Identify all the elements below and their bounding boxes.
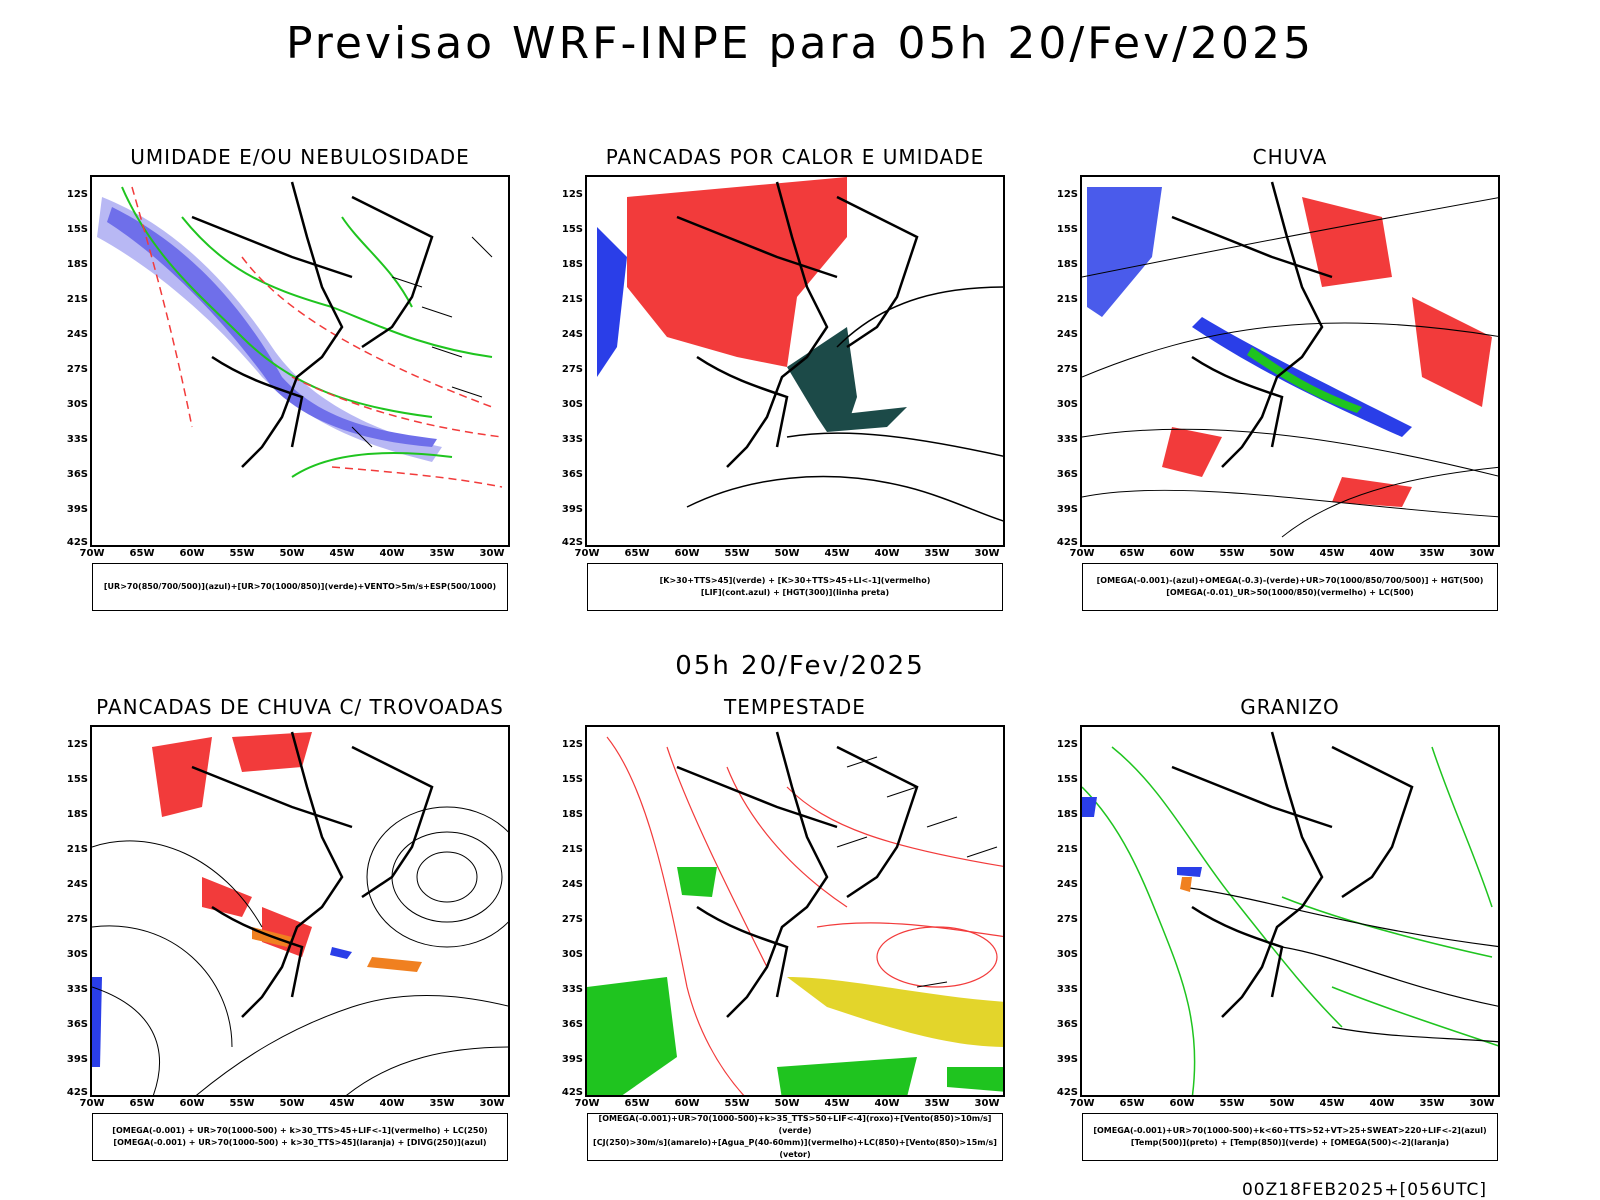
map-svg <box>97 181 503 488</box>
country-borders <box>676 181 919 468</box>
panel-granizo: GRANIZO <box>1057 695 1500 1161</box>
lat-axis: 12S 15S 18S 21S 24S 27S 30S 33S 36S 39S 42S <box>1056 189 1078 548</box>
legend-box: [K>30+TTS>45](verde) + [K>30+TTS>45+LI<-… <box>587 563 1003 611</box>
country-borders <box>191 181 434 468</box>
lon-axis: 70W 65W 60W 55W 50W 45W 40W 35W 30W <box>79 548 505 559</box>
country-borders <box>1171 731 1414 1018</box>
legend-box: [OMEGA(-0.001)-(azul)+OMEGA(-0.3)-(verde… <box>1082 563 1498 611</box>
panel-chuva: CHUVA <box>1057 145 1500 611</box>
red-rain-areas <box>1162 197 1492 507</box>
panel-title: PANCADAS POR CALOR E UMIDADE <box>605 145 985 169</box>
country-borders <box>1171 181 1333 468</box>
green-contours <box>121 186 493 478</box>
country-borders <box>191 731 434 1018</box>
legend-line: [K>30+TTS>45](verde) + [K>30+TTS>45+LI<-… <box>659 576 931 585</box>
legend-line: [OMEGA(-0.01)_UR>50(1000/850)(vermelho) … <box>1166 588 1414 597</box>
map-area[interactable] <box>90 725 510 1097</box>
legend-box: [OMEGA(-0.001) + UR>70(1000-500) + k>30_… <box>92 1113 508 1161</box>
run-info: 00Z18FEB2025+[056UTC] <box>1241 1180 1487 1200</box>
lat-axis: 12S 15S 18S 21S 24S 27S 30S 33S 36S 39S 42S <box>561 189 583 548</box>
streamlines <box>92 806 508 1095</box>
panel-title: PANCADAS DE CHUVA C/ TROVOADAS <box>96 695 504 719</box>
map-area[interactable] <box>585 175 1005 547</box>
legend-box: [UR>70(850/700/500)](azul)+[UR>70(1000/8… <box>92 563 508 611</box>
legend-line: [LIF](cont.azul) + [HGT(300)](linha pret… <box>700 588 890 597</box>
red-dashed-contours <box>131 186 503 488</box>
lat-axis: 12S 15S 18S 21S 24S 27S 30S 33S 36S 39S 42S <box>66 739 88 1098</box>
panel-title: UMIDADE E/OU NEBULOSIDADE <box>130 145 470 169</box>
blue-divergence <box>92 947 352 1067</box>
legend-line: [OMEGA(-0.001)-(azul)+OMEGA(-0.3)-(verde… <box>1096 576 1484 585</box>
panel-tempestade: TEMPESTADE <box>562 695 1005 1161</box>
lon-axis: 70W 65W 60W 55W 50W 45W 40W 35W 30W <box>1069 1098 1495 1109</box>
map-svg <box>587 731 1003 1095</box>
map-svg <box>1082 181 1498 538</box>
legend-line: [UR>70(850/700/500)](azul)+[UR>70(1000/8… <box>103 582 497 591</box>
legend-box: [OMEGA(-0.001)+UR>70(1000-500)+k<60+TTS>… <box>1082 1113 1498 1161</box>
panel-title: TEMPESTADE <box>724 695 866 719</box>
red-storm-areas <box>152 732 312 957</box>
humidity-shade-dense <box>107 207 437 447</box>
blue-omega-band <box>1192 317 1412 437</box>
blue-omega-nw <box>1087 187 1162 317</box>
map-svg <box>597 177 1003 522</box>
green-instability-area <box>787 327 857 427</box>
subtitle-date: 05h 20/Fev/2025 <box>675 651 925 681</box>
panel-pancadas-trovoadas: PANCADAS DE CHUVA C/ TROVOADAS <box>67 695 510 1161</box>
red-contours <box>606 736 1003 1095</box>
blue-lif-area <box>597 227 627 377</box>
blue-hail-areas <box>1082 797 1202 877</box>
black-temp-contours <box>1181 886 1498 1043</box>
panel-umidade: UMIDADE E/OU NEBULOSIDADE <box>67 145 510 611</box>
orange-omega-area <box>1180 877 1192 892</box>
wind-vectors <box>351 236 493 448</box>
legend-line: [OMEGA(-0.001)+UR>70(1000-500)+k<60+TTS>… <box>1093 1126 1487 1135</box>
lat-axis: 12S 15S 18S 21S 24S 27S 30S 33S 36S 39S 42S <box>66 189 88 548</box>
lon-axis: 70W 65W 60W 55W 50W 45W 40W 35W 30W <box>574 1098 1000 1109</box>
legend-line: [OMEGA(-0.001)+UR>70(1000-500)+k>35_TTS>… <box>598 1114 992 1135</box>
main-title: Previsao WRF-INPE para 05h 20/Fev/2025 <box>286 18 1314 69</box>
green-omega-band <box>1247 347 1362 413</box>
map-area[interactable] <box>585 725 1005 1097</box>
streamlines <box>1082 197 1498 538</box>
legend-line: [CJ(250)>30m/s](amarelo)+[Agua_P(40-60mm… <box>593 1138 997 1159</box>
lon-axis: 70W 65W 60W 55W 50W 45W 40W 35W 30W <box>574 548 1000 559</box>
legend-box: [OMEGA(-0.001)+UR>70(1000-500)+k>35_TTS>… <box>587 1113 1003 1161</box>
lat-axis: 12S 15S 18S 21S 24S 27S 30S 33S 36S 39S 42S <box>1056 739 1078 1098</box>
legend-line: [Temp(500)](preto) + [Temp(850)](verde) … <box>1130 1138 1450 1147</box>
wind-vectors <box>836 756 998 988</box>
red-instability-area <box>627 177 847 367</box>
lon-axis: 70W 65W 60W 55W 50W 45W 40W 35W 30W <box>1069 548 1495 559</box>
legend-line: [OMEGA(-0.001) + UR>70(1000-500) + k>30_… <box>112 1126 488 1135</box>
map-area[interactable] <box>90 175 510 547</box>
map-area[interactable] <box>1080 725 1500 1097</box>
yellow-jet-area <box>787 977 1003 1047</box>
panel-title: GRANIZO <box>1240 695 1340 719</box>
map-area[interactable] <box>1080 175 1500 547</box>
panel-pancadas-calor: PANCADAS POR CALOR E UMIDADE 12S 15S 18S 2… <box>562 145 1005 611</box>
green-temp-contours <box>1082 746 1498 1095</box>
country-borders <box>676 731 919 1018</box>
lat-axis: 12S 15S 18S 21S 24S 27S 30S 33S 36S 39S 42S <box>561 739 583 1098</box>
map-svg <box>92 731 508 1095</box>
green-instability-area-2 <box>817 407 907 432</box>
legend-line: [OMEGA(-0.001) + UR>70(1000-500) + k>30_… <box>113 1138 487 1147</box>
panel-title: CHUVA <box>1252 145 1328 169</box>
hgt-contours <box>686 286 1003 522</box>
green-wind-areas <box>587 867 1003 1095</box>
map-svg <box>1082 731 1498 1095</box>
lon-axis: 70W 65W 60W 55W 50W 45W 40W 35W 30W <box>79 1098 505 1109</box>
